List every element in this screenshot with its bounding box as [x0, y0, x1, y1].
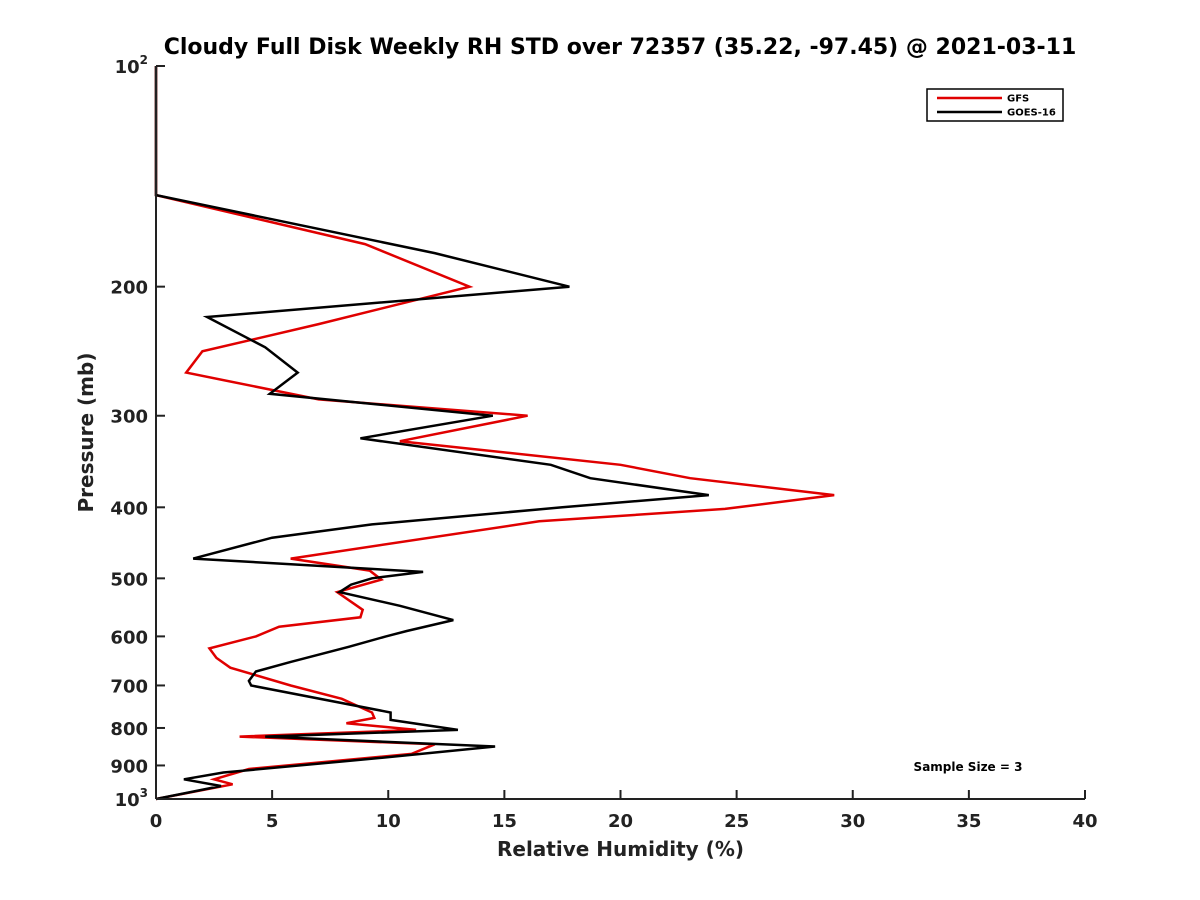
x-tick-label: 0 [150, 811, 163, 832]
y-tick-label: 200 [110, 278, 148, 299]
y-tick-label: 300 [110, 407, 148, 428]
y-tick-label: 800 [110, 719, 148, 740]
axes: 0 5 10 15 20 25 30 35 40102200300400500600700800… [110, 53, 1097, 832]
legend: GFS GOES-16 [926, 88, 1064, 122]
y-tick-label: 900 [110, 756, 148, 777]
y-tick-label-exponent: 2 [140, 53, 148, 67]
series-line-gfs [154, 66, 835, 801]
x-tick-label: 30 [840, 811, 865, 832]
x-tick-label: 25 [724, 811, 749, 832]
legend-entry-label: GFS [1007, 94, 1029, 105]
y-tick-label-exponent: 3 [140, 786, 148, 800]
x-tick-label: 35 [956, 811, 981, 832]
x-tick-label: 40 [1072, 811, 1097, 832]
y-tick-label-base: 400 [110, 498, 148, 519]
y-tick-label: 600 [110, 627, 148, 648]
y-tick-label-base: 300 [110, 407, 148, 428]
y-axis-label: Pressure (mb) [74, 353, 98, 513]
x-tick-label: 5 [266, 811, 279, 832]
x-axis-label: Relative Humidity (%) [497, 837, 744, 861]
sample-size-annotation: Sample Size = 3 [914, 760, 1023, 774]
y-tick-label-base: 500 [110, 569, 148, 590]
y-tick-label: 400 [110, 498, 148, 519]
y-tick-label: 700 [110, 676, 148, 697]
y-tick-label-base: 700 [110, 676, 148, 697]
y-tick-label: 500 [110, 569, 148, 590]
y-tick-label-base: 800 [110, 719, 148, 740]
legend-box [926, 88, 1064, 122]
y-tick-label-base: 200 [110, 278, 148, 299]
y-tick-label-base: 10 [115, 57, 140, 78]
y-tick-label: 103 [115, 786, 148, 811]
legend-entry-label: GOES-16 [1007, 108, 1056, 119]
x-tick-label: 20 [608, 811, 633, 832]
x-tick-label: 10 [376, 811, 401, 832]
x-tick-label: 15 [492, 811, 517, 832]
y-tick-label-base: 10 [115, 790, 140, 811]
y-tick-label-base: 900 [110, 756, 148, 777]
chart-title: Cloudy Full Disk Weekly RH STD over 7235… [164, 35, 1077, 60]
y-tick-label: 102 [115, 53, 148, 78]
y-tick-label-base: 600 [110, 627, 148, 648]
series-line-goes-16 [154, 66, 709, 801]
series-layer [154, 66, 835, 801]
